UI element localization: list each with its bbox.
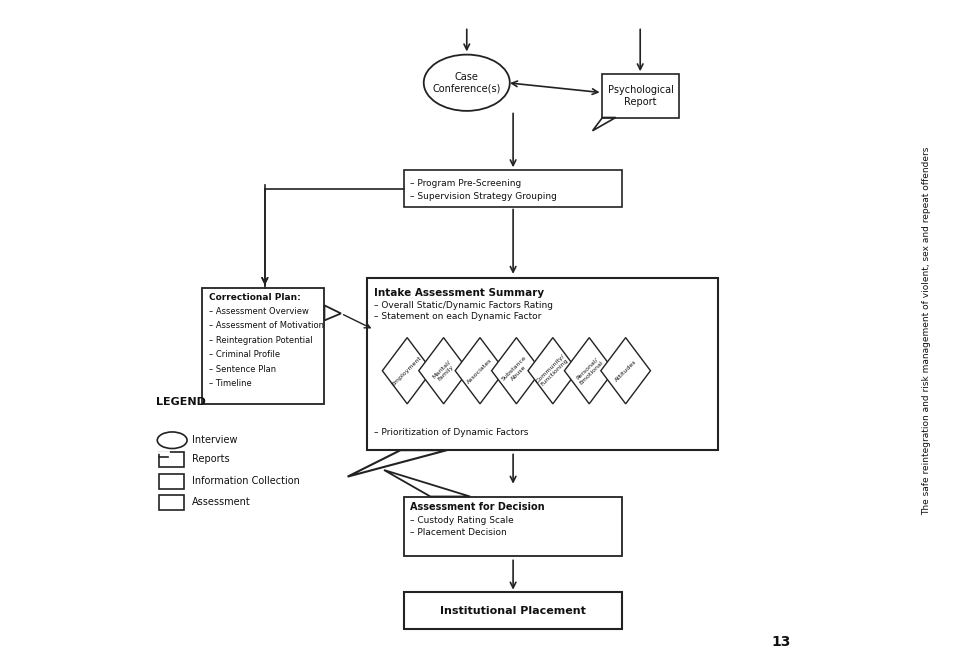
Text: The safe reintegration and risk management of violent, sex and repeat offenders: The safe reintegration and risk manageme… — [922, 147, 931, 515]
Polygon shape — [564, 338, 614, 404]
Text: – Sentence Plan: – Sentence Plan — [208, 365, 276, 374]
Text: LEGEND: LEGEND — [156, 397, 205, 407]
FancyBboxPatch shape — [404, 496, 622, 556]
Text: 13: 13 — [772, 635, 791, 649]
Polygon shape — [528, 338, 578, 404]
Text: – Assessment Overview: – Assessment Overview — [208, 307, 308, 316]
Text: – Statement on each Dynamic Factor: – Statement on each Dynamic Factor — [374, 312, 541, 322]
Text: Reports: Reports — [192, 454, 229, 465]
Text: Institutional Placement: Institutional Placement — [441, 606, 586, 616]
Text: – Custody Rating Scale: – Custody Rating Scale — [411, 516, 515, 526]
Polygon shape — [382, 338, 432, 404]
Text: Substance
Abuse: Substance Abuse — [501, 355, 532, 386]
Text: Interview: Interview — [192, 435, 237, 446]
FancyBboxPatch shape — [202, 288, 324, 404]
Text: Marital/
Family: Marital/ Family — [431, 358, 456, 383]
Text: – Assessment of Motivation: – Assessment of Motivation — [208, 321, 324, 330]
Polygon shape — [419, 338, 468, 404]
Text: – Program Pre-Screening: – Program Pre-Screening — [411, 179, 521, 188]
Polygon shape — [455, 338, 505, 404]
Text: – Placement Decision: – Placement Decision — [411, 528, 507, 538]
Text: Community/
Functioning: Community/ Functioning — [536, 354, 570, 388]
FancyBboxPatch shape — [404, 171, 622, 207]
FancyBboxPatch shape — [159, 495, 184, 510]
Text: Attitudes: Attitudes — [613, 359, 637, 383]
Text: Assessment for Decision: Assessment for Decision — [411, 502, 545, 512]
FancyBboxPatch shape — [159, 474, 184, 489]
Polygon shape — [492, 338, 541, 404]
Text: Psychological
Report: Psychological Report — [608, 85, 674, 107]
Text: – Timeline: – Timeline — [208, 379, 252, 389]
Text: Associates: Associates — [467, 357, 493, 384]
Text: – Overall Static/Dynamic Factors Rating: – Overall Static/Dynamic Factors Rating — [374, 301, 553, 310]
Text: Personal/
Emotional: Personal/ Emotional — [574, 355, 604, 386]
FancyBboxPatch shape — [368, 278, 718, 450]
Text: – Reintegration Potential: – Reintegration Potential — [208, 336, 312, 345]
Polygon shape — [601, 338, 651, 404]
Text: Correctional Plan:: Correctional Plan: — [208, 293, 300, 303]
Text: Employment: Employment — [392, 355, 423, 387]
Text: Case
Conference(s): Case Conference(s) — [433, 72, 501, 93]
Text: – Prioritization of Dynamic Factors: – Prioritization of Dynamic Factors — [374, 428, 528, 437]
Text: Information Collection: Information Collection — [192, 476, 300, 487]
FancyBboxPatch shape — [404, 592, 622, 629]
Text: Assessment: Assessment — [192, 497, 251, 508]
Text: Intake Assessment Summary: Intake Assessment Summary — [374, 288, 544, 298]
Polygon shape — [324, 305, 341, 320]
FancyBboxPatch shape — [603, 75, 679, 118]
Text: – Supervision Strategy Grouping: – Supervision Strategy Grouping — [411, 192, 558, 201]
Text: – Criminal Profile: – Criminal Profile — [208, 350, 279, 359]
FancyBboxPatch shape — [159, 452, 184, 467]
